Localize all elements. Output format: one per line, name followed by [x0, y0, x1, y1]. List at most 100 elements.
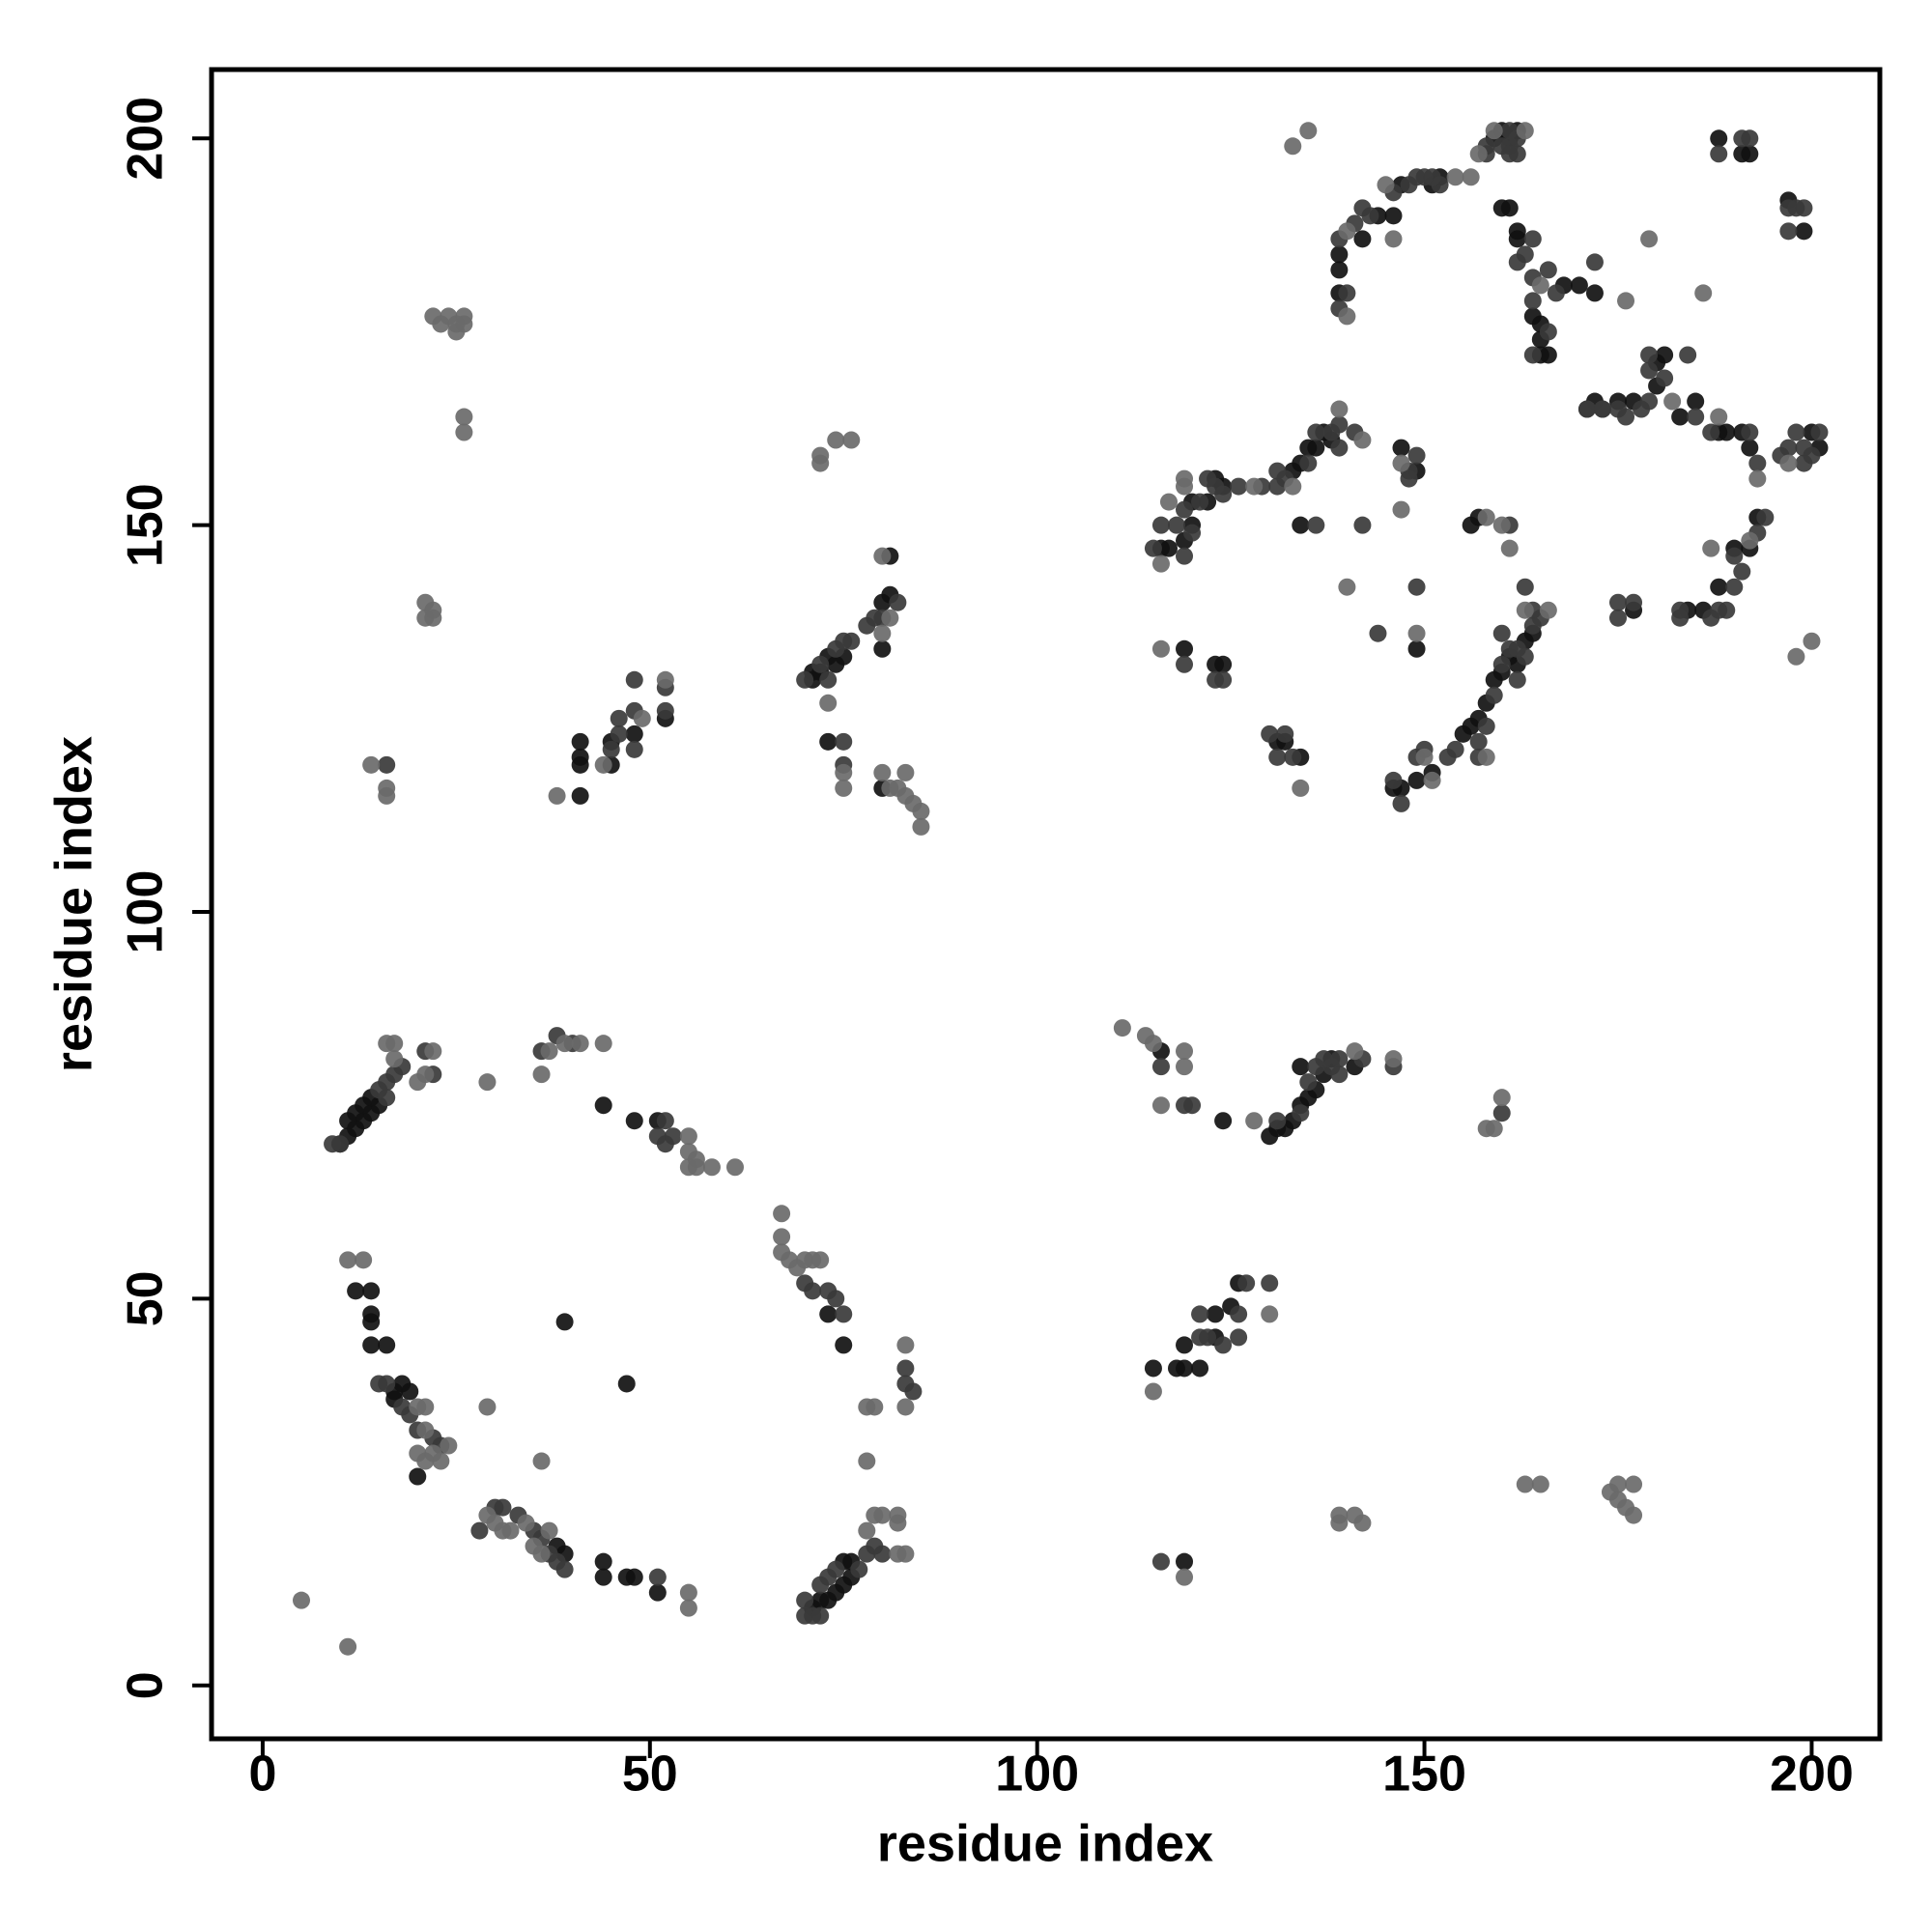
point [1384, 230, 1403, 248]
point [1492, 1089, 1511, 1107]
point [1261, 1274, 1279, 1293]
point [610, 709, 628, 727]
point [1469, 145, 1488, 163]
point [1307, 423, 1325, 441]
point [827, 431, 845, 449]
point [1531, 1475, 1549, 1493]
point [594, 1096, 612, 1115]
point [540, 1042, 558, 1061]
point [1199, 469, 1217, 488]
point [1485, 1120, 1503, 1138]
point [904, 1382, 923, 1401]
point [1508, 670, 1526, 689]
point [1176, 547, 1194, 565]
point [339, 1112, 357, 1130]
point [470, 1521, 489, 1540]
point [1159, 539, 1178, 557]
point [1183, 524, 1202, 542]
point [385, 1050, 404, 1068]
point [881, 609, 899, 627]
point [1230, 477, 1248, 496]
point [873, 1506, 892, 1524]
point [1176, 1042, 1194, 1061]
point [1779, 454, 1798, 472]
point [1625, 593, 1643, 611]
point [835, 1305, 853, 1323]
point [1268, 462, 1287, 480]
point [494, 1498, 512, 1517]
point [1640, 361, 1659, 380]
point [1477, 508, 1495, 526]
point [548, 786, 566, 805]
point [873, 624, 892, 642]
point [896, 1398, 915, 1416]
point [1392, 500, 1410, 519]
point [1353, 1514, 1372, 1532]
point [1694, 284, 1713, 302]
point [293, 1591, 311, 1609]
point [1407, 624, 1426, 642]
point [1516, 122, 1534, 140]
point [679, 1599, 697, 1617]
point [1609, 1475, 1628, 1493]
point [1307, 439, 1325, 457]
point [1640, 230, 1659, 248]
point [1500, 122, 1519, 140]
point [633, 709, 651, 727]
point [1176, 1336, 1194, 1354]
x-tick-label: 0 [248, 1747, 276, 1803]
point [1407, 771, 1426, 789]
point [1176, 655, 1194, 673]
point [1741, 423, 1759, 441]
point [1625, 1475, 1643, 1493]
point [1787, 423, 1805, 441]
x-axis-label: residue index [877, 1814, 1213, 1872]
point [873, 763, 892, 781]
point [1144, 539, 1162, 557]
point [1346, 1042, 1364, 1061]
x-tick-label: 200 [1770, 1747, 1854, 1803]
point [1151, 1096, 1170, 1115]
point [1718, 601, 1736, 619]
point [1508, 145, 1526, 163]
point [1516, 245, 1534, 264]
point [1477, 748, 1495, 766]
point [1176, 639, 1194, 658]
point [478, 1398, 497, 1416]
point [1516, 1475, 1534, 1493]
point [1230, 1328, 1248, 1347]
point [602, 740, 620, 758]
point [440, 1436, 458, 1455]
point [424, 609, 442, 627]
point [1191, 1359, 1209, 1378]
point [401, 1382, 419, 1401]
point [1214, 655, 1233, 673]
point [424, 1042, 442, 1061]
point [1640, 392, 1659, 411]
point [1741, 145, 1759, 163]
point [873, 593, 892, 611]
point [1176, 500, 1194, 519]
point [912, 817, 930, 836]
point [1353, 516, 1372, 534]
point [362, 1313, 381, 1331]
point [594, 1035, 612, 1053]
point [532, 1545, 551, 1563]
point [1214, 1112, 1233, 1130]
point [1710, 129, 1728, 148]
point [1539, 323, 1557, 341]
point [1787, 647, 1805, 666]
point [1361, 207, 1379, 225]
point [1423, 771, 1441, 789]
point [416, 1421, 435, 1439]
point [896, 1336, 915, 1354]
point [555, 1560, 574, 1578]
x-tick-label: 50 [622, 1747, 678, 1803]
point [1539, 601, 1557, 619]
point [1353, 431, 1372, 449]
point [447, 315, 466, 333]
point [1663, 392, 1682, 411]
point [1261, 724, 1279, 743]
point [1640, 346, 1659, 364]
point [889, 593, 907, 611]
